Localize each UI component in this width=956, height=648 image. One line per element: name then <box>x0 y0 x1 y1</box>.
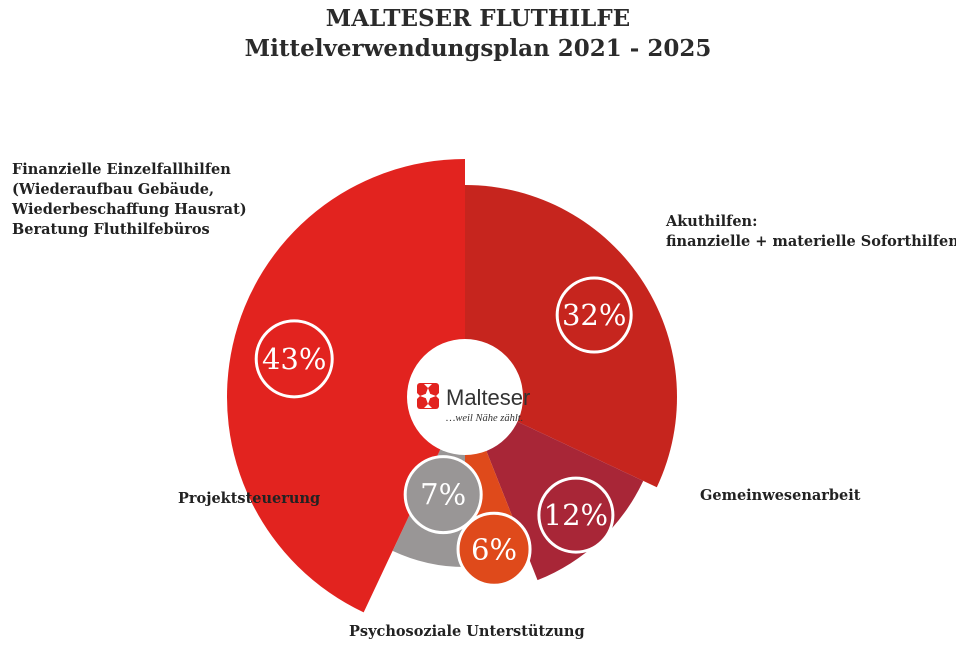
percent-bubble-circle <box>537 476 615 554</box>
label-finanzielle-einzelfallhilfen: Finanzielle Einzelfallhilfen (Wiederaufb… <box>12 160 247 240</box>
chart-subtitle: Mittelverwendungsplan 2021 - 2025 <box>244 35 712 62</box>
label-gemeinwesenarbeit: Gemeinwesenarbeit <box>700 487 861 504</box>
label-akuthilfen: Akuthilfen: finanzielle + materielle Sof… <box>666 212 956 252</box>
label-akuthilfen-line: Akuthilfen: <box>666 213 758 230</box>
logo-brand: Malteser <box>446 385 530 410</box>
label-psychosoziale-unterstuetzung: Psychosoziale Unterstützung <box>349 623 585 640</box>
percent-label-akuthilfen: 32% <box>562 298 626 332</box>
percent-bubble-projektsteuerung: 7% <box>403 455 483 535</box>
percent-bubble-psychosoziale-unterstuetzung: 6% <box>456 511 532 587</box>
percent-label-gemeinwesenarbeit: 12% <box>544 498 608 532</box>
percent-bubble-circle <box>254 319 334 399</box>
percent-bubbles: 32% 12% 6%7% 43% <box>254 276 633 587</box>
percent-bubble-gemeinwesenarbeit: 12% <box>537 476 615 554</box>
chart-title: MALTESER FLUTHILFE <box>325 5 631 32</box>
percent-label-projektsteuerung: 7% <box>420 478 466 512</box>
percent-bubble-akuthilfen: 32% <box>555 276 633 354</box>
percent-label-finanzielle-einzelfallhilfen: 43% <box>262 342 326 376</box>
label-finanzielle-line: Finanzielle Einzelfallhilfen <box>12 161 231 178</box>
label-projektsteuerung: Projektsteuerung <box>178 490 321 507</box>
percent-bubble-circle <box>456 511 532 587</box>
logo-tagline: …weil Nähe zählt. <box>446 413 523 424</box>
percent-bubble-finanzielle-einzelfallhilfen: 43% <box>254 319 334 399</box>
label-finanzielle-line: Wiederbeschaffung Hausrat) <box>12 201 247 218</box>
percent-bubble-circle <box>403 455 483 535</box>
malteser-logo: Malteser …weil Nähe zählt. <box>407 339 530 455</box>
chart-title-block: MALTESER FLUTHILFE Mittelverwendungsplan… <box>0 4 956 64</box>
label-finanzielle-line: Beratung Fluthilfebüros <box>12 221 210 238</box>
percent-label-psychosoziale-unterstuetzung: 6% <box>471 532 517 566</box>
label-akuthilfen-line: finanzielle + materielle Soforthilfen <box>666 233 956 250</box>
percent-bubble-circle <box>555 276 633 354</box>
maltese-cross-icon <box>416 383 440 409</box>
label-finanzielle-line: (Wiederaufbau Gebäude, <box>12 181 215 198</box>
